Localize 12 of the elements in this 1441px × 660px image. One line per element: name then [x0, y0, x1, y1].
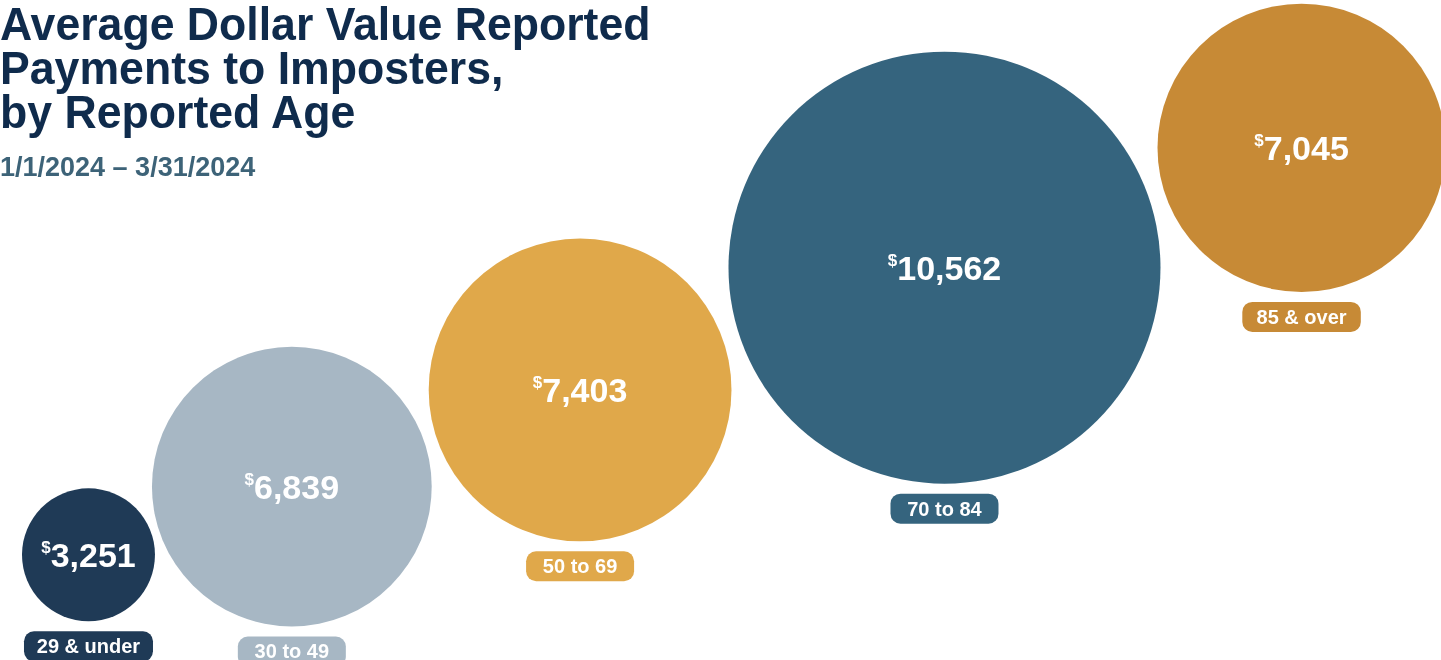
text: Average Dollar Value Reported Payments to Imposters, by Reported Age — [0, 0, 651, 138]
data-label: $^{$}$7,403 — [532, 370, 628, 409]
category-label: 85 & over — [1256, 305, 1347, 328]
data-label: $^{$}$3,251 — [41, 535, 136, 574]
category-label: 29 & under — [36, 635, 141, 658]
data-label: $^{$}$6,839 — [244, 467, 340, 506]
text: 1/1/2024 – 3/31/2024 — [0, 152, 257, 183]
category-label: 50 to 69 — [542, 555, 618, 578]
category-label: 30 to 49 — [254, 640, 330, 660]
category-label: 70 to 84 — [907, 497, 983, 520]
data-label: $^{$}$10,562 — [887, 248, 1002, 287]
data-label: $^{$}$7,045 — [1254, 128, 1349, 167]
